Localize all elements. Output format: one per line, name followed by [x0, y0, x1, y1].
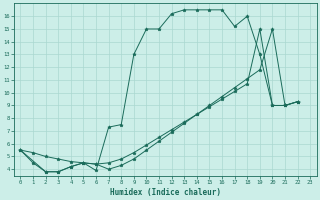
- X-axis label: Humidex (Indice chaleur): Humidex (Indice chaleur): [110, 188, 221, 197]
